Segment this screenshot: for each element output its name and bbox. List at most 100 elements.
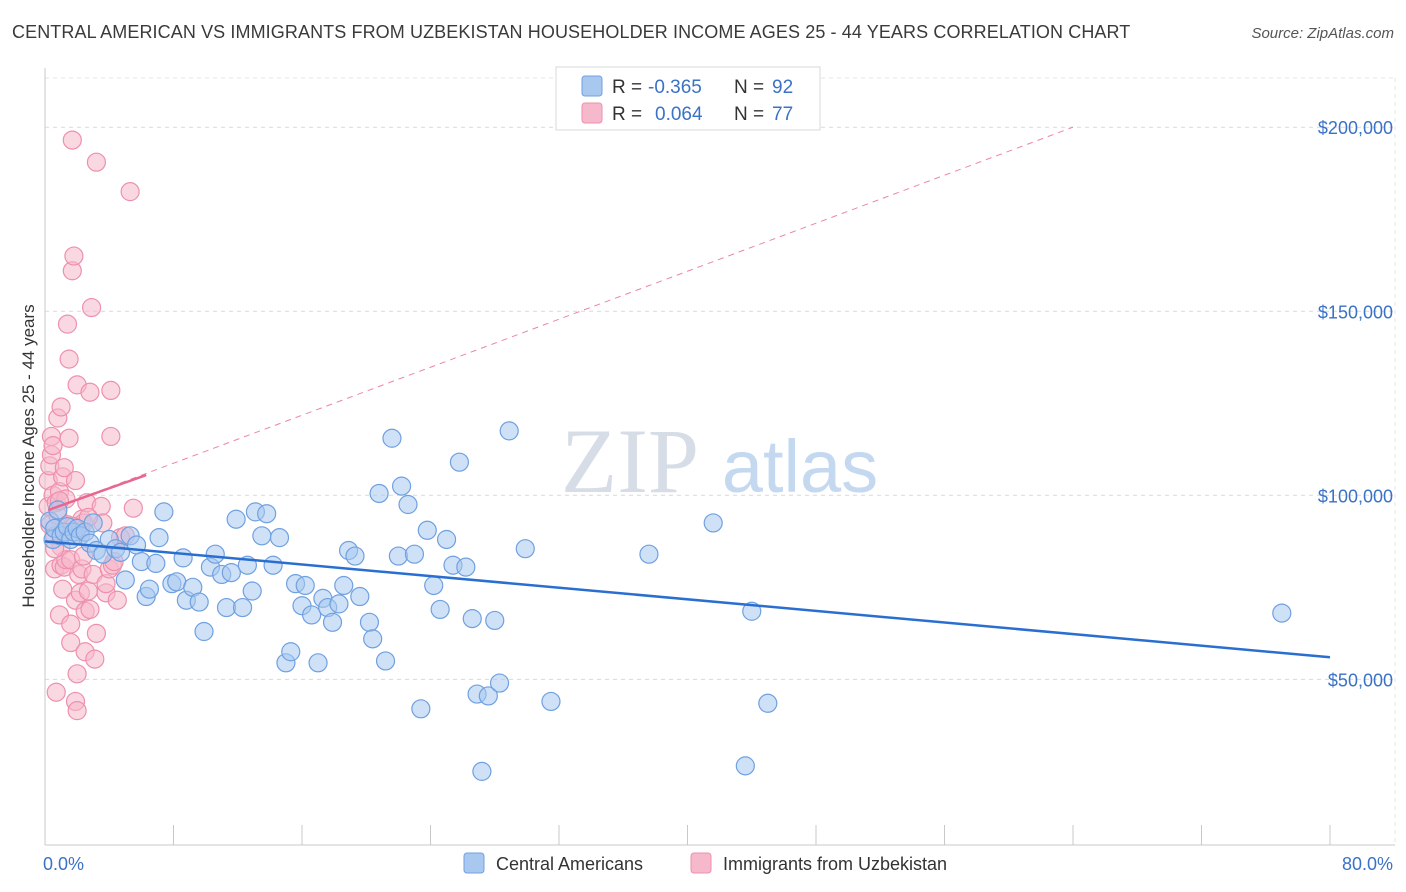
chart-title: CENTRAL AMERICAN VS IMMIGRANTS FROM UZBE… [12,22,1131,42]
point-central-americans-26 [149,528,169,548]
point-central-americans-88 [515,539,535,559]
point-central-americans-24 [139,579,160,599]
legend-swatch-central-americans [581,75,603,97]
point-central-americans-58 [322,612,343,632]
point-central-americans-89 [541,691,561,712]
legend-n-label-1: N = [734,77,764,98]
point-central-americans-48 [269,528,290,548]
point-uzbekistan-57 [86,152,107,172]
point-uzbekistan-38 [67,701,87,721]
y-tick-label-0: $50,000 [1328,670,1393,690]
y-tick-label-2: $150,000 [1318,302,1393,322]
point-uzbekistan-50 [78,581,98,601]
trend-line-central-americans [44,540,1331,659]
legend-n-label-2: N = [734,104,764,125]
point-central-americans-64 [359,612,380,632]
point-central-americans-27 [154,502,174,522]
point-uzbekistan-30 [61,614,81,634]
point-central-americans-95 [1272,603,1292,623]
correlation-legend: R = -0.365 N = 92 R = 0.064 N = 77 [555,66,821,131]
series-uzbekistan-points [38,130,143,721]
trend-line-uzbekistan [47,473,147,512]
point-central-americans-50 [281,642,301,662]
legend-n-value-1: 92 [772,77,793,98]
trend-lines [44,126,1331,659]
point-uzbekistan-32 [62,130,82,150]
point-central-americans-60 [334,575,354,596]
point-central-americans-53 [295,575,315,596]
point-central-americans-75 [424,575,444,596]
watermark-atlas: atlas [722,425,878,508]
point-central-americans-54 [302,605,322,625]
bottom-legend-label-central-americans: Central Americans [496,854,643,874]
watermark: ZIP atlas [561,410,878,512]
point-central-americans-62 [345,546,365,566]
point-central-americans-93 [742,601,762,621]
point-central-americans-63 [350,586,370,607]
point-central-americans-67 [375,651,396,671]
point-central-americans-25 [146,553,166,574]
point-central-americans-86 [489,673,510,693]
point-central-americans-68 [382,428,402,448]
point-uzbekistan-34 [64,246,84,266]
point-central-americans-94 [758,693,778,713]
point-uzbekistan-56 [86,623,107,643]
legend-r-label-2: R = [612,104,642,125]
point-central-americans-47 [263,555,283,575]
point-central-americans-34 [194,621,214,642]
point-central-americans-39 [221,563,241,583]
tick-labels: $50,000 $100,000 $150,000 $200,000 0.0% 80.0% [43,118,1393,874]
y-axis-label: Householder Income Ages 25 - 44 years [19,304,38,607]
point-central-americans-72 [404,544,425,564]
point-uzbekistan-17 [51,397,71,417]
point-uzbekistan-27 [59,428,79,448]
point-uzbekistan-64 [101,380,121,401]
point-uzbekistan-37 [65,470,86,491]
point-central-americans-70 [391,476,412,496]
point-central-americans-73 [411,699,431,719]
legend-n-value-2: 77 [772,104,793,125]
axes [44,68,1395,846]
point-uzbekistan-70 [120,182,140,202]
point-central-americans-45 [252,526,272,546]
point-uzbekistan-52 [80,382,100,402]
source-credit: Source: ZipAtlas.com [1251,25,1394,42]
legend-r-label-1: R = [612,77,642,98]
point-uzbekistan-22 [54,458,74,478]
point-central-americans-79 [449,452,470,472]
point-uzbekistan-40 [67,664,87,684]
point-uzbekistan-28 [59,349,79,369]
point-central-americans-41 [232,597,253,618]
point-central-americans-81 [462,609,482,629]
legend-r-value-2: 0.064 [655,104,703,125]
point-central-americans-13 [83,513,103,533]
point-central-americans-55 [308,653,328,673]
point-uzbekistan-53 [81,297,102,318]
point-central-americans-59 [329,594,349,614]
series-legend: Central Americans Immigrants from Uzbeki… [463,852,947,874]
point-central-americans-66 [369,483,389,504]
point-central-americans-74 [417,520,437,540]
point-central-americans-43 [242,581,262,601]
point-central-americans-19 [115,570,135,590]
point-uzbekistan-26 [57,314,78,334]
point-central-americans-71 [398,494,418,515]
point-central-americans-76 [430,599,450,620]
x-tick-label-1: 80.0% [1342,854,1393,874]
legend-swatch-uzbekistan [581,102,603,124]
grid-lines [45,77,1396,845]
point-uzbekistan-67 [107,590,127,610]
point-central-americans-85 [485,610,505,631]
y-tick-label-1: $100,000 [1318,486,1393,506]
bottom-legend-swatch-central-americans [463,852,485,874]
watermark-zip: ZIP [561,410,699,512]
point-central-americans-80 [456,557,476,577]
series-central-americans-points [40,421,1292,781]
point-uzbekistan-7 [43,436,63,456]
point-uzbekistan-51 [80,599,100,620]
point-central-americans-69 [388,546,408,566]
point-uzbekistan-55 [85,649,105,669]
point-central-americans-92 [735,756,755,776]
point-central-americans-90 [639,544,659,564]
